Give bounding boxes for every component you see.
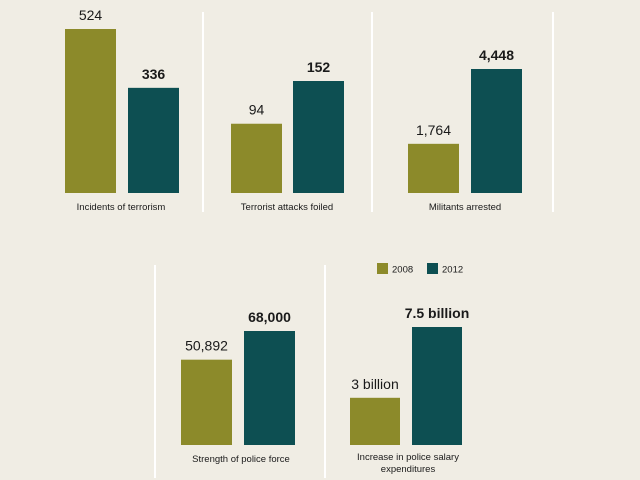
bar-2012	[412, 327, 462, 445]
bar-2012	[128, 87, 179, 193]
data-label: 7.5 billion	[405, 305, 470, 321]
legend-label: 2012	[442, 265, 463, 276]
data-label: 94	[249, 102, 265, 118]
panel-title: Terrorist attacks foiled	[241, 202, 333, 213]
panel-title: Militants arrested	[429, 202, 501, 213]
data-label: 152	[307, 59, 331, 75]
panel-title: Incidents of terrorism	[77, 202, 166, 213]
bar-2008	[181, 359, 232, 445]
data-label: 4,448	[479, 47, 514, 63]
data-label: 3 billion	[351, 376, 398, 392]
bar-2012	[471, 69, 522, 193]
panel-title: expenditures	[381, 464, 436, 475]
legend-swatch-2012	[427, 263, 438, 274]
data-label: 524	[79, 7, 103, 23]
bar-2008	[408, 143, 459, 193]
bar-2008	[350, 397, 400, 445]
data-label: 68,000	[248, 309, 291, 325]
data-label: 50,892	[185, 338, 228, 354]
data-label: 1,764	[416, 122, 451, 138]
bar-2012	[244, 331, 295, 445]
legend-swatch-2008	[377, 263, 388, 274]
data-label: 336	[142, 66, 166, 82]
panel-title: Increase in police salary	[357, 452, 459, 463]
bar-2008	[65, 29, 116, 193]
legend-label: 2008	[392, 265, 413, 276]
panel-title: Strength of police force	[192, 454, 290, 465]
bar-2008	[231, 123, 282, 193]
bar-2012	[293, 81, 344, 193]
